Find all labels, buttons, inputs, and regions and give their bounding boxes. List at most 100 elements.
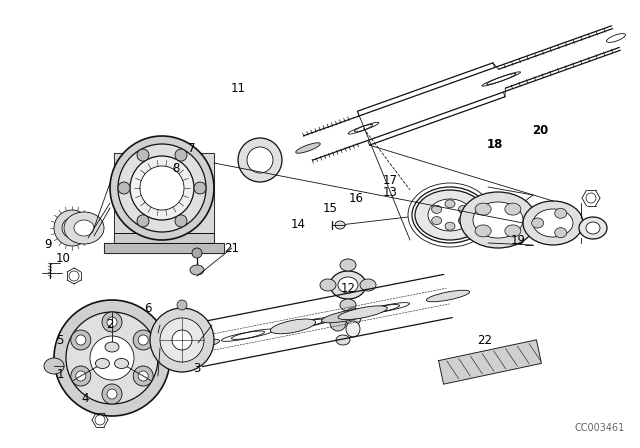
Ellipse shape <box>270 319 316 334</box>
Ellipse shape <box>71 330 91 350</box>
Ellipse shape <box>118 182 130 194</box>
Text: 15: 15 <box>323 202 337 215</box>
Ellipse shape <box>336 335 350 345</box>
Ellipse shape <box>330 315 346 331</box>
Ellipse shape <box>44 358 64 374</box>
Ellipse shape <box>69 271 79 281</box>
Ellipse shape <box>76 335 86 345</box>
Ellipse shape <box>110 136 214 240</box>
Ellipse shape <box>579 217 607 239</box>
Ellipse shape <box>360 279 376 291</box>
Text: 1: 1 <box>56 367 64 380</box>
Ellipse shape <box>133 366 153 386</box>
Ellipse shape <box>340 299 356 311</box>
Ellipse shape <box>555 228 566 238</box>
Text: 10: 10 <box>56 251 70 264</box>
Ellipse shape <box>62 218 82 238</box>
Ellipse shape <box>338 277 358 293</box>
Ellipse shape <box>194 182 206 194</box>
Ellipse shape <box>475 203 491 215</box>
Text: 8: 8 <box>172 161 180 175</box>
Ellipse shape <box>177 300 187 310</box>
Ellipse shape <box>175 149 187 161</box>
Ellipse shape <box>340 259 356 271</box>
Ellipse shape <box>137 215 149 227</box>
Text: 14: 14 <box>291 219 305 232</box>
Ellipse shape <box>76 371 86 381</box>
Text: 22: 22 <box>477 333 493 346</box>
Ellipse shape <box>107 389 117 399</box>
Ellipse shape <box>320 279 336 291</box>
Ellipse shape <box>140 166 184 210</box>
Text: 6: 6 <box>144 302 152 314</box>
Ellipse shape <box>445 200 455 208</box>
Ellipse shape <box>130 156 194 220</box>
Ellipse shape <box>238 138 282 182</box>
Ellipse shape <box>335 221 345 229</box>
Text: 20: 20 <box>532 124 548 137</box>
Ellipse shape <box>190 265 204 275</box>
Ellipse shape <box>177 339 220 351</box>
Ellipse shape <box>458 205 468 213</box>
Ellipse shape <box>90 336 134 380</box>
Ellipse shape <box>431 216 442 224</box>
Ellipse shape <box>107 317 117 327</box>
Ellipse shape <box>247 147 273 173</box>
Text: 19: 19 <box>511 233 525 246</box>
Polygon shape <box>114 233 214 243</box>
Ellipse shape <box>586 193 596 203</box>
Polygon shape <box>438 340 541 384</box>
Ellipse shape <box>338 306 387 319</box>
Ellipse shape <box>345 308 361 326</box>
Ellipse shape <box>192 248 202 258</box>
Ellipse shape <box>115 358 129 369</box>
Ellipse shape <box>475 225 491 237</box>
Text: CC003461: CC003461 <box>575 423 625 433</box>
Ellipse shape <box>66 312 158 404</box>
Ellipse shape <box>346 321 360 337</box>
Ellipse shape <box>54 210 90 246</box>
Ellipse shape <box>175 215 187 227</box>
Ellipse shape <box>74 220 94 236</box>
Text: 2: 2 <box>106 319 114 332</box>
Text: 13: 13 <box>383 185 397 198</box>
Ellipse shape <box>137 149 149 161</box>
Ellipse shape <box>105 342 119 352</box>
Ellipse shape <box>102 312 122 332</box>
Ellipse shape <box>54 300 170 416</box>
Ellipse shape <box>428 199 472 231</box>
Text: 18: 18 <box>487 138 503 151</box>
Ellipse shape <box>138 371 148 381</box>
Ellipse shape <box>321 309 374 323</box>
Ellipse shape <box>473 202 523 238</box>
Ellipse shape <box>296 143 320 153</box>
Text: 9: 9 <box>44 238 52 251</box>
Ellipse shape <box>95 415 105 425</box>
Ellipse shape <box>431 205 442 213</box>
Text: 3: 3 <box>193 362 201 375</box>
Ellipse shape <box>533 209 573 237</box>
Ellipse shape <box>532 218 543 228</box>
Ellipse shape <box>138 335 148 345</box>
Polygon shape <box>104 243 224 253</box>
Ellipse shape <box>160 318 204 362</box>
Ellipse shape <box>607 34 625 43</box>
Ellipse shape <box>172 330 192 350</box>
Ellipse shape <box>150 308 214 372</box>
Text: 11: 11 <box>230 82 246 95</box>
Text: 4: 4 <box>81 392 89 405</box>
Ellipse shape <box>460 192 536 248</box>
Ellipse shape <box>64 212 104 244</box>
Text: 21: 21 <box>225 241 239 254</box>
Ellipse shape <box>523 201 583 245</box>
Ellipse shape <box>458 216 468 224</box>
Ellipse shape <box>415 190 485 240</box>
Ellipse shape <box>505 225 521 237</box>
Ellipse shape <box>71 366 91 386</box>
Text: 7: 7 <box>188 142 196 155</box>
Ellipse shape <box>118 144 206 232</box>
Ellipse shape <box>426 290 470 302</box>
Ellipse shape <box>505 203 521 215</box>
Ellipse shape <box>445 222 455 230</box>
Ellipse shape <box>555 208 566 218</box>
